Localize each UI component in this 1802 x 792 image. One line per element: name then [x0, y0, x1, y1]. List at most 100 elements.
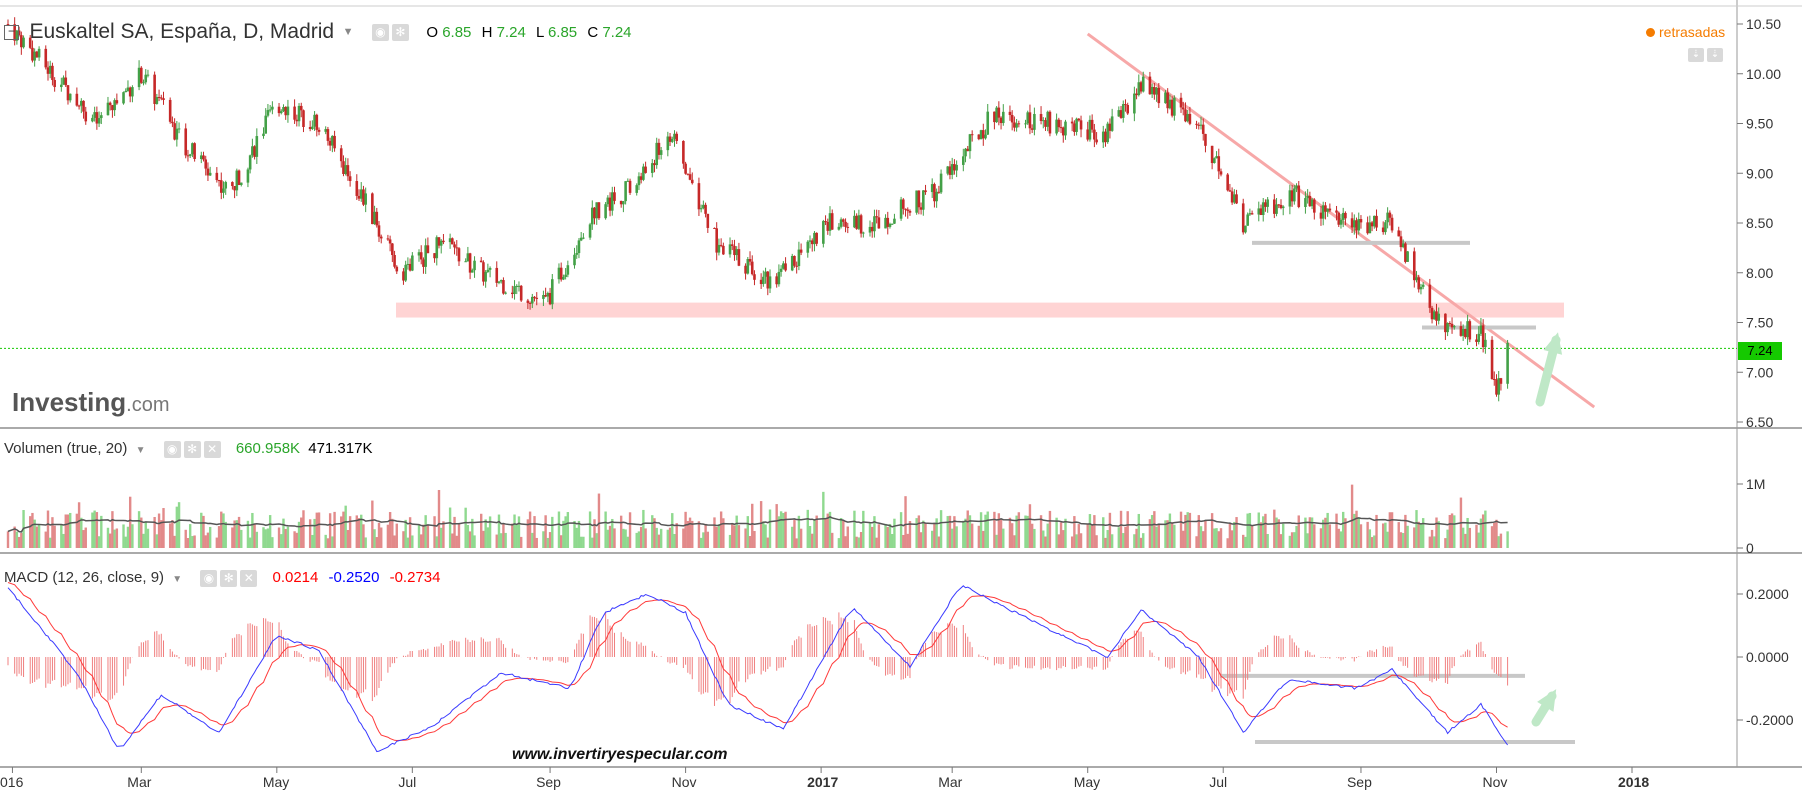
candle-body	[1388, 212, 1392, 218]
volume-bar	[1366, 521, 1369, 548]
arrow-down-icon[interactable]: ⇣	[1688, 47, 1704, 62]
volume-bar	[642, 509, 645, 548]
gear-icon[interactable]: ✻	[220, 569, 238, 587]
volume-bar	[717, 524, 721, 548]
candle-body	[1046, 111, 1050, 127]
volume-bar	[1046, 523, 1049, 548]
volume-bar	[1328, 524, 1332, 548]
candle-body	[75, 93, 79, 106]
eye-icon[interactable]: ◉	[163, 440, 181, 458]
candle-body	[144, 74, 148, 83]
volume-bar	[224, 521, 227, 548]
volume-bar	[626, 536, 630, 548]
candle-body	[1135, 93, 1138, 96]
volume-label[interactable]: Volumen (true, 20)	[4, 440, 128, 457]
volume-bar	[1124, 526, 1127, 548]
volume-bar	[1135, 528, 1138, 548]
candle-body	[1048, 111, 1052, 134]
candle-body	[1215, 156, 1218, 159]
gear-icon[interactable]: ✻	[183, 440, 201, 458]
volume-bar	[977, 525, 981, 548]
volume-bar	[1186, 512, 1189, 548]
gear-icon[interactable]: ✻	[391, 23, 409, 41]
close-icon[interactable]: ✕	[240, 569, 258, 587]
candle-body	[308, 127, 312, 129]
volume-bar	[795, 538, 798, 548]
candle-body	[657, 142, 661, 155]
candle-body	[1093, 129, 1096, 140]
candle-body	[735, 249, 738, 256]
close-icon[interactable]: ✕	[203, 440, 221, 458]
candle-body	[893, 218, 896, 224]
candle-body	[439, 240, 443, 246]
candle-body	[231, 182, 234, 187]
chevron-down-icon[interactable]: ▼	[172, 574, 183, 585]
candle-body	[1326, 208, 1329, 212]
candle-body	[702, 204, 705, 209]
candle-body	[451, 238, 454, 245]
arrow-down-alt-icon[interactable]: ⇣	[1707, 47, 1723, 62]
volume-bar	[784, 511, 787, 548]
candle-body	[704, 204, 707, 214]
volume-bar	[131, 524, 134, 548]
volume-bar	[906, 533, 909, 548]
collapse-icon[interactable]: −	[4, 24, 19, 40]
candle-body	[968, 134, 972, 152]
price-up-arrow-head	[1543, 332, 1563, 355]
volume-bar	[360, 514, 363, 548]
candle-body	[1506, 342, 1509, 384]
candle-body	[764, 271, 767, 277]
candle-body	[744, 265, 747, 274]
eye-icon[interactable]: ◉	[200, 569, 218, 587]
candle-body	[37, 48, 41, 58]
candle-body	[113, 100, 116, 111]
chevron-down-icon[interactable]: ▼	[135, 445, 146, 456]
candle-body	[535, 297, 539, 299]
volume-bar	[60, 524, 63, 548]
volume-bar	[1002, 528, 1005, 548]
volume-bar	[728, 534, 732, 548]
volume-bar	[984, 514, 987, 548]
volume-bar	[420, 534, 423, 548]
volume-bar	[1139, 537, 1143, 548]
volume-bar	[69, 512, 72, 548]
volume-bar	[873, 516, 876, 548]
x-tick-label: Jul	[398, 774, 416, 790]
volume-bar	[1246, 513, 1249, 548]
volume-tick-label: 0	[1746, 540, 1754, 556]
volume-bar	[453, 516, 456, 548]
candle-body	[544, 295, 547, 297]
volume-bar	[168, 523, 172, 548]
candle-body	[1290, 190, 1294, 202]
volume-bar	[1210, 513, 1214, 548]
volume-bar	[311, 534, 314, 548]
volume-bar	[628, 512, 632, 548]
instrument-title[interactable]: Euskaltel SA, España, D, Madrid	[29, 20, 335, 43]
volume-bar	[751, 503, 754, 548]
volume-bar	[6, 531, 10, 548]
candle-body	[906, 209, 910, 211]
chevron-down-icon[interactable]: ▼	[342, 26, 354, 38]
candle-body	[455, 247, 459, 249]
candle-body	[582, 237, 585, 239]
macd-label[interactable]: MACD (12, 26, close, 9)	[4, 569, 165, 586]
volume-bar	[1388, 512, 1392, 548]
volume-bar	[1293, 532, 1296, 548]
ohlc-open-value: 6.85	[442, 23, 472, 41]
volume-bar	[17, 536, 21, 548]
candle-body	[922, 190, 925, 210]
volume-bar	[137, 511, 141, 548]
eye-icon[interactable]: ◉	[371, 23, 389, 41]
volume-bar	[231, 527, 234, 548]
candle-body	[828, 213, 832, 231]
volume-bar	[682, 528, 685, 548]
volume-bar	[579, 536, 583, 548]
volume-bar	[1350, 484, 1354, 548]
volume-bar	[146, 528, 150, 548]
volume-bar	[357, 518, 361, 548]
candle-body	[497, 281, 501, 283]
candle-body	[528, 302, 532, 304]
y-tick-label: 6.50	[1746, 414, 1773, 430]
volume-bar	[775, 504, 778, 548]
